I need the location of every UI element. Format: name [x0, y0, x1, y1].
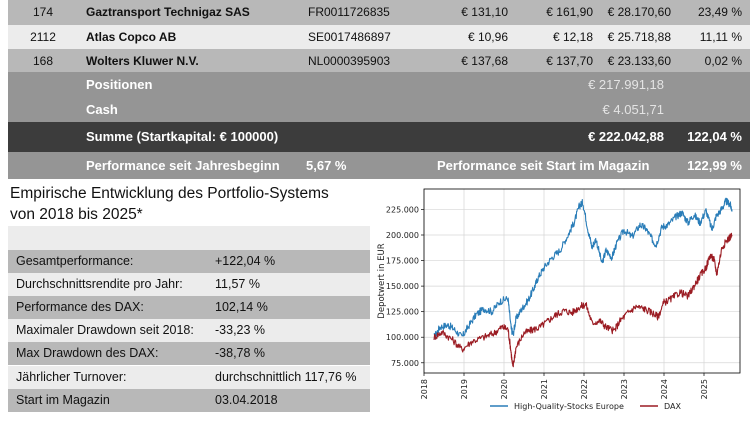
x-tick-label: 2020: [500, 379, 509, 399]
stat-value: durchschnittlich 117,76 %: [215, 369, 357, 384]
holding-isin: SE0017486897: [308, 29, 391, 44]
positions-value: € 217.991,18: [588, 77, 664, 92]
x-tick-label: 2018: [420, 379, 429, 399]
stat-label: Maximaler Drawdown seit 2018:: [16, 323, 194, 338]
holding-count: 2112: [30, 29, 56, 44]
stat-row: Gesamtperformance: +122,04 %: [8, 250, 370, 273]
y-tick-label: 100.000: [386, 333, 419, 342]
holding-row: 168 Wolters Kluwer N.V. NL0000395903 € 137,…: [8, 49, 750, 74]
holding-name: Gaztransport Technigaz SAS: [86, 5, 250, 19]
holding-row-bg: [8, 0, 750, 25]
holding-performance: 23,49 %: [697, 5, 742, 19]
holding-row: 174 Gaztransport Technigaz SAS FR001172683…: [8, 0, 750, 25]
holding-value: € 23.133,60: [607, 54, 671, 68]
x-tick-label: 2022: [580, 379, 589, 399]
holding-count: 174: [32, 5, 54, 19]
portfolio-chart: 75.000 100.000 125.000 150.000 175.000 200.00…: [377, 188, 741, 411]
ytd-label: Performance seit Jahresbeginn: [86, 158, 280, 173]
total-label: Summe (Startkapital: € 100000): [86, 129, 279, 144]
stats-blank-band: [8, 226, 370, 250]
holding-value: € 28.170,60: [607, 5, 671, 19]
stat-label: Durchschnittsrendite pro Jahr:: [16, 277, 183, 292]
stats-title: Empirische Entwicklung des Portfolio-Sys…: [10, 183, 360, 225]
cash-row: Cash € 4.051,71: [8, 97, 750, 122]
positions-band: [8, 72, 750, 97]
performance-band: [8, 152, 750, 179]
holding-current-price: € 161,90: [546, 5, 593, 19]
y-tick-label: 125.000: [386, 308, 419, 317]
stats-title-line2: von 2018 bis 2025*: [10, 206, 143, 223]
plot-frame: [423, 188, 741, 374]
holding-current-price: € 12,18: [552, 29, 593, 44]
stat-row: Jährlicher Turnover: durchschnittlich 117…: [8, 365, 370, 389]
stat-label: Jährlicher Turnover:: [16, 369, 127, 384]
stat-value: 102,14 %: [215, 300, 268, 315]
stats-title-line1: Empirische Entwicklung des Portfolio-Sys…: [10, 185, 329, 202]
holding-buy-price: € 10,96: [467, 29, 508, 44]
stat-value: 11,57 %: [215, 277, 260, 292]
stat-row: Maximaler Drawdown seit 2018: -33,23 %: [8, 319, 370, 343]
holding-name: Wolters Kluwer N.V.: [86, 54, 199, 68]
x-tick-label: 2019: [460, 379, 469, 399]
stat-row: Performance des DAX: 102,14 %: [8, 296, 370, 320]
performance-row: Performance seit Jahresbeginn 5,67 % Per…: [8, 152, 750, 179]
since-start-label: Performance seit Start im Magazin: [437, 158, 650, 173]
y-tick-label: 200.000: [386, 231, 419, 240]
stat-label: Start im Magazin: [16, 392, 110, 407]
cash-label: Cash: [86, 102, 118, 117]
stat-row: Durchschnittsrendite pro Jahr: 11,57 %: [8, 273, 370, 297]
legend-label: High-Quality-Stocks Europe: [514, 402, 624, 411]
y-axis-label: Depotwert in EUR: [377, 243, 387, 318]
y-tick-label: 225.000: [386, 205, 419, 214]
holding-count: 168: [32, 54, 54, 68]
total-band: [8, 122, 750, 152]
positions-label: Positionen: [86, 77, 153, 92]
stat-row: Start im Magazin 03.04.2018: [8, 388, 370, 412]
stat-label: Gesamtperformance:: [16, 254, 134, 268]
since-start-value: 122,99 %: [687, 158, 742, 173]
y-tick-label: 150.000: [386, 282, 419, 291]
stat-value: +122,04 %: [215, 254, 276, 268]
series-line-dax: [433, 232, 733, 368]
total-row: Summe (Startkapital: € 100000) € 222.042…: [8, 122, 750, 152]
y-tick-label: 75.000: [391, 359, 419, 368]
x-tick-label: 2023: [620, 379, 629, 399]
positions-row: Positionen € 217.991,18: [8, 72, 750, 97]
stat-value: -33,23 %: [215, 323, 266, 338]
x-tick-label: 2024: [660, 379, 669, 399]
x-tick-label: 2025: [700, 379, 709, 399]
cash-band: [8, 97, 750, 122]
ytd-value: 5,67 %: [306, 158, 347, 173]
holding-row-bg: [8, 24, 750, 49]
stat-value: 03.04.2018: [215, 392, 278, 407]
holding-performance: 0,02 %: [704, 54, 742, 68]
x-tick-label: 2021: [540, 379, 549, 399]
holding-row: 2112 Atlas Copco AB SE0017486897 € 10,96 € 1…: [8, 25, 750, 50]
holding-row-bg: [8, 49, 750, 74]
total-value: € 222.042,88: [588, 129, 664, 144]
holding-isin: NL0000395903: [308, 54, 391, 68]
total-pct: 122,04 %: [687, 129, 742, 144]
cash-value: € 4.051,71: [602, 102, 664, 117]
holding-buy-price: € 131,10: [461, 5, 508, 19]
holding-name: Atlas Copco AB: [86, 29, 177, 44]
holding-current-price: € 137,70: [546, 54, 593, 68]
stat-row: Max Drawdown des DAX: -38,78 %: [8, 342, 370, 366]
stat-value: -38,78 %: [215, 346, 266, 361]
y-tick-label: 175.000: [386, 257, 419, 266]
holding-isin: FR0011726835: [308, 5, 390, 19]
series-line-portfolio: [433, 197, 733, 340]
legend-label: DAX: [664, 402, 681, 411]
holding-buy-price: € 137,68: [461, 54, 508, 68]
holding-value: € 25.718,88: [607, 29, 671, 44]
stat-label: Max Drawdown des DAX:: [16, 346, 159, 361]
stat-label: Performance des DAX:: [16, 300, 144, 315]
holding-performance: 11,11 %: [699, 29, 742, 44]
